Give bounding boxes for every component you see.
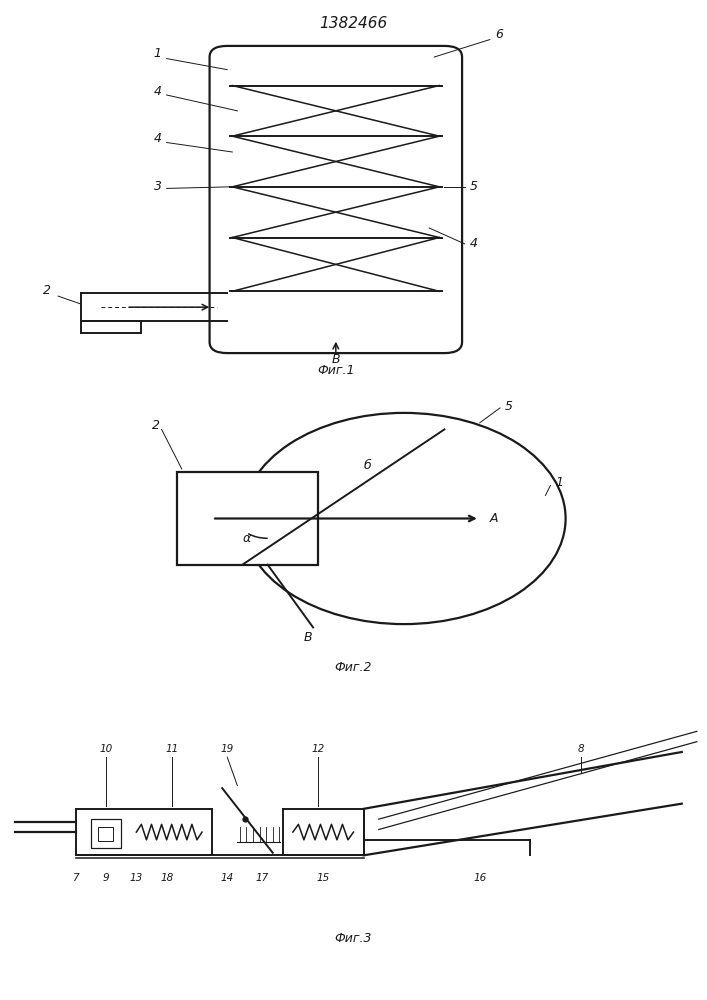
Text: 5: 5	[469, 180, 478, 193]
Text: 11: 11	[165, 744, 178, 754]
Text: 2: 2	[42, 284, 50, 298]
Text: 18: 18	[160, 873, 173, 883]
Text: Фиг.2: Фиг.2	[334, 661, 373, 674]
Text: 1382466: 1382466	[320, 16, 387, 31]
Text: 12: 12	[312, 744, 325, 754]
Text: 8: 8	[578, 744, 584, 754]
Text: α: α	[243, 532, 251, 545]
Text: 4: 4	[469, 237, 478, 250]
Text: 15: 15	[317, 873, 330, 883]
Text: б: б	[363, 459, 371, 472]
Text: B: B	[332, 353, 340, 366]
Text: 17: 17	[256, 873, 269, 883]
FancyBboxPatch shape	[209, 46, 462, 353]
Text: Фиг.3: Фиг.3	[334, 932, 373, 944]
Text: 3: 3	[153, 180, 162, 193]
Text: Фиг.1: Фиг.1	[317, 364, 355, 377]
Bar	[98, 827, 112, 841]
Text: 6: 6	[495, 28, 503, 41]
Text: 14: 14	[221, 873, 234, 883]
Bar	[177, 472, 318, 565]
Text: 1: 1	[556, 476, 563, 488]
Text: 19: 19	[221, 744, 234, 754]
Bar	[91, 819, 121, 848]
Text: A: A	[490, 512, 498, 525]
Text: 2: 2	[151, 419, 160, 432]
Text: 9: 9	[103, 873, 110, 883]
Text: B: B	[304, 631, 312, 644]
Circle shape	[243, 413, 566, 624]
Text: 10: 10	[100, 744, 112, 754]
Text: 4: 4	[153, 132, 162, 145]
Text: 5: 5	[505, 400, 513, 413]
Text: 13: 13	[129, 873, 143, 883]
Text: 4: 4	[153, 85, 162, 98]
Text: 1: 1	[153, 47, 162, 60]
Text: 7: 7	[72, 873, 79, 883]
Text: 16: 16	[473, 873, 486, 883]
